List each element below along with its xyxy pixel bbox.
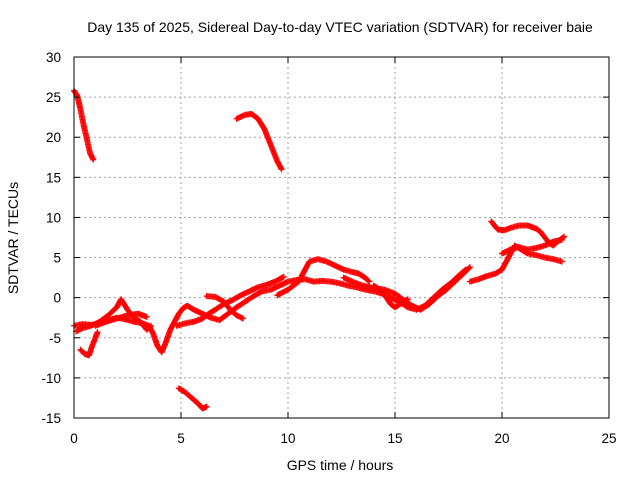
x-tick-label: 0	[70, 431, 78, 446]
data-point	[558, 258, 565, 265]
data-point	[561, 233, 568, 240]
x-tick-label: 5	[177, 431, 185, 446]
data-point	[203, 403, 210, 410]
y-tick-label: 20	[46, 130, 61, 145]
x-tick-label: 20	[494, 431, 509, 446]
y-tick-label: -5	[49, 331, 61, 346]
y-tick-label: -10	[41, 371, 61, 386]
x-tick-label: 25	[601, 431, 616, 446]
y-tick-label: 30	[46, 50, 61, 65]
data-points	[71, 87, 568, 412]
x-axis-label: GPS time / hours	[287, 457, 394, 473]
y-axis-label: SDTVAR / TECUs	[5, 182, 21, 294]
data-point	[558, 236, 565, 243]
x-tick-label: 15	[387, 431, 402, 446]
y-tick-label: -15	[41, 411, 61, 426]
data-point	[280, 273, 287, 280]
axis-ticks: 0 5 10 15 20 25 -15 -10 -5 0 5 10 15 20 25 30	[41, 50, 616, 446]
data-point	[146, 323, 153, 330]
data-point	[403, 296, 410, 303]
data-point	[278, 166, 285, 173]
data-point	[466, 264, 473, 271]
y-tick-label: 25	[46, 90, 61, 105]
data-point	[240, 315, 247, 322]
data-point	[94, 329, 101, 336]
data-point	[404, 296, 411, 303]
data-point	[366, 278, 373, 285]
y-tick-label: 15	[46, 170, 61, 185]
data-point	[148, 322, 155, 329]
data-point	[143, 313, 150, 320]
y-tick-label: 10	[46, 210, 61, 225]
y-tick-label: 5	[53, 251, 61, 266]
data-point	[279, 274, 286, 281]
chart-title: Day 135 of 2025, Sidereal Day-to-day VTE…	[87, 19, 593, 35]
y-tick-label: 0	[53, 291, 61, 306]
grid	[74, 57, 609, 418]
x-tick-label: 10	[280, 431, 295, 446]
data-point	[465, 265, 472, 272]
data-point	[365, 277, 372, 284]
data-point	[90, 156, 97, 163]
plot-frame	[73, 56, 610, 419]
